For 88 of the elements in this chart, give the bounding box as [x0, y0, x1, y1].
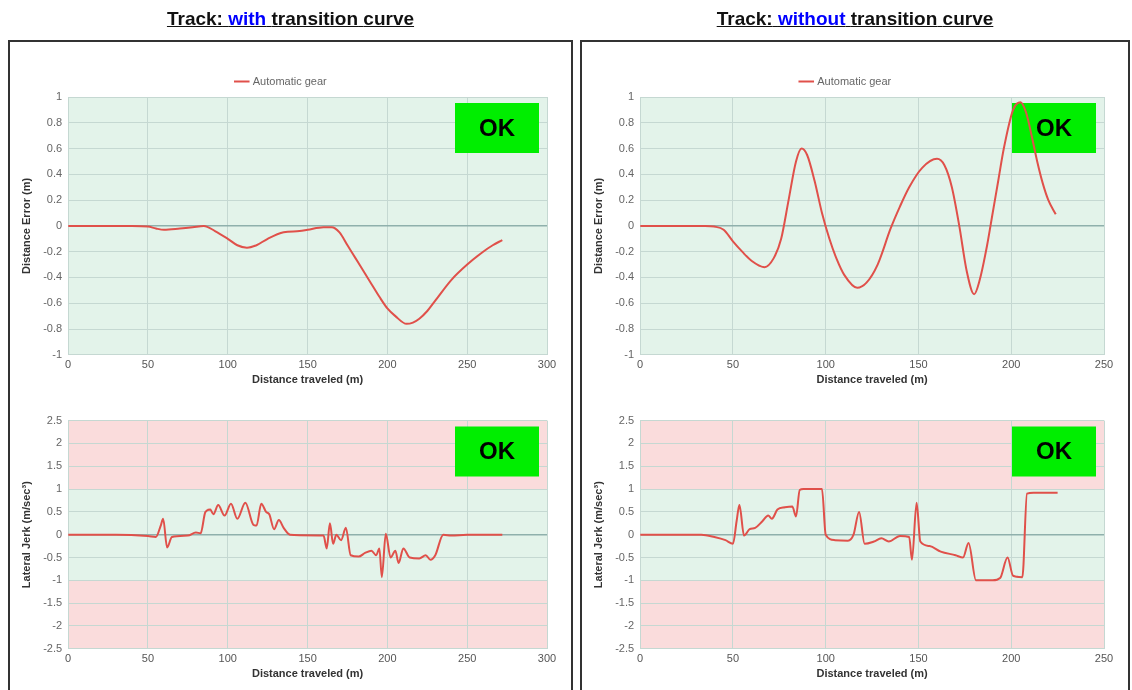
- annotation: OK: [479, 437, 516, 465]
- x-tick-label: 250: [1094, 358, 1114, 371]
- y-tick-label: 2.5: [618, 413, 635, 426]
- x-tick-label: 150: [909, 652, 928, 665]
- x-tick-label: 0: [637, 652, 644, 665]
- y-tick-label: 1: [628, 90, 635, 103]
- y-tick-label: 0: [628, 218, 635, 231]
- y-tick-label: -1: [52, 573, 63, 586]
- y-tick-label: -0.5: [43, 550, 63, 563]
- y-tick-label: 0.6: [46, 141, 63, 154]
- x-tick-label: 300: [537, 652, 557, 665]
- x-tick-label: 100: [816, 652, 835, 665]
- x-tick-label: 150: [298, 358, 317, 371]
- legend-label: Automatic gear: [252, 74, 328, 87]
- x-tick-label: 50: [726, 358, 740, 371]
- y-tick-label: 2: [628, 436, 635, 449]
- y-tick-label: -1.5: [43, 596, 63, 609]
- y-tick-label: -2: [624, 619, 635, 632]
- x-tick-label: 250: [458, 652, 477, 665]
- x-tick-label: 0: [637, 358, 644, 371]
- x-tick-label: 0: [65, 358, 72, 371]
- y-tick-label: -0.4: [43, 270, 63, 283]
- legend-label: Automatic gear: [817, 74, 892, 87]
- x-tick-label: 150: [909, 358, 928, 371]
- line-series: [68, 224, 504, 325]
- x-tick-label: 50: [141, 358, 155, 371]
- y-tick-label: 0.8: [618, 115, 635, 128]
- x-tick-label: 300: [537, 358, 557, 371]
- y-tick-label: 0.5: [46, 504, 63, 517]
- y-axis-title: Lateral Jerk (m/sec³): [19, 480, 32, 589]
- x-tick-label: 0: [65, 652, 72, 665]
- y-tick-label: 1: [56, 482, 63, 495]
- y-tick-label: 2: [56, 436, 63, 449]
- annotation: OK: [1036, 113, 1073, 141]
- y-tick-label: 0: [56, 218, 63, 231]
- y-axis-title: Distance Error (m): [591, 177, 604, 274]
- y-tick-label: 0.4: [46, 167, 63, 180]
- x-tick-label: 200: [1002, 652, 1021, 665]
- x-tick-label: 100: [218, 652, 237, 665]
- y-tick-label: -1: [52, 347, 63, 360]
- y-tick-label: -0.6: [615, 296, 635, 309]
- x-axis-title: Distance traveled (m): [816, 373, 929, 386]
- x-tick-label: 100: [816, 358, 835, 371]
- y-tick-label: -0.2: [615, 244, 635, 257]
- y-tick-label: -1: [624, 573, 635, 586]
- y-tick-label: 0.2: [46, 193, 63, 206]
- y-tick-label: -0.5: [615, 550, 635, 563]
- y-tick-label: 0.4: [618, 167, 635, 180]
- line-series: [68, 501, 504, 579]
- y-tick-label: 0: [56, 527, 63, 540]
- x-axis-title: Distance traveled (m): [251, 667, 364, 680]
- y-tick-label: -1: [624, 347, 635, 360]
- y-tick-label: 1: [56, 90, 63, 103]
- x-axis-title: Distance traveled (m): [816, 667, 929, 680]
- y-tick-label: 1.5: [618, 459, 635, 472]
- y-tick-label: 1.5: [46, 459, 63, 472]
- y-tick-label: 1: [628, 482, 635, 495]
- x-axis-title: Distance traveled (m): [251, 373, 364, 386]
- y-axis-title: Distance Error (m): [19, 177, 32, 274]
- y-axis-title: Lateral Jerk (m/sec³): [591, 480, 604, 589]
- y-tick-label: -0.6: [43, 296, 63, 309]
- chart-title: Track: without transition curve: [716, 8, 994, 29]
- x-tick-label: 50: [726, 652, 740, 665]
- y-tick-label: -1.5: [615, 596, 635, 609]
- y-tick-label: 0.2: [618, 193, 635, 206]
- x-tick-label: 250: [1094, 652, 1114, 665]
- x-tick-label: 100: [218, 358, 237, 371]
- annotation: OK: [1036, 437, 1073, 465]
- y-tick-label: 2.5: [46, 413, 63, 426]
- y-tick-label: -2: [52, 619, 63, 632]
- y-tick-label: -2.5: [43, 641, 63, 654]
- y-tick-label: -2.5: [615, 641, 635, 654]
- y-tick-label: -0.8: [615, 322, 635, 335]
- y-tick-label: 0: [628, 527, 635, 540]
- x-tick-label: 150: [298, 652, 317, 665]
- x-tick-label: 200: [378, 652, 397, 665]
- annotation: OK: [479, 113, 516, 141]
- y-tick-label: -0.4: [615, 270, 635, 283]
- x-tick-label: 250: [458, 358, 477, 371]
- x-tick-label: 200: [1002, 358, 1021, 371]
- y-tick-label: 0.6: [618, 141, 635, 154]
- y-tick-label: -0.2: [43, 244, 63, 257]
- y-tick-label: -0.8: [43, 322, 63, 335]
- x-tick-label: 200: [378, 358, 397, 371]
- chart-title: Track: with transition curve: [166, 8, 415, 29]
- y-tick-label: 0.8: [46, 115, 63, 128]
- y-tick-label: 0.5: [618, 504, 635, 517]
- x-tick-label: 50: [141, 652, 155, 665]
